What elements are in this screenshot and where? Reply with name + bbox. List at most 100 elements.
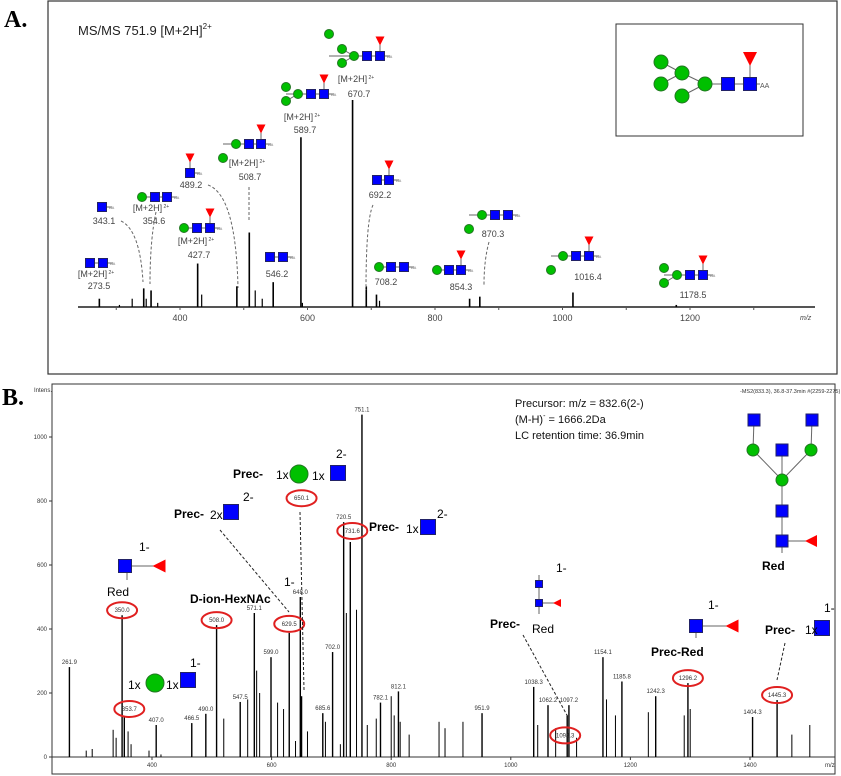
aa-label: AA [331,92,337,97]
ion-label: [M+2H] 2+ [229,158,265,168]
peak-label: 599.0 [263,650,279,656]
peak-label: 692.2 [369,190,392,200]
peak-label: 508.7 [239,172,262,182]
hexnac-square-icon [775,504,789,518]
hexnac-square-icon [503,210,513,220]
fragment-annotations: Red 1- D-ion-HexNAc Prec- 1x 1x 2- Prec-… [107,447,835,692]
hexnac-square-icon [743,77,757,91]
hexose-circle-icon [697,76,713,92]
peak-label: 782.1 [373,696,389,702]
peak-label: 854.3 [450,282,473,292]
hexnac-square-icon [306,89,316,99]
aa-label: AA [174,195,180,200]
count-label: 1x [406,522,419,536]
peak-label: 508.0 [209,618,225,624]
hexose-circle-icon [179,223,189,233]
peak-label: 1094.3 [556,733,575,739]
hexnac-square-icon [85,258,95,268]
hexnac-square-icon [685,270,695,280]
hexose-circle-icon [674,88,690,104]
peak-label: 1154.1 [594,650,613,656]
highlight-circle [761,686,794,705]
fucose-triangle-icon [319,74,329,84]
panel-a-x-axis: 400 600 800 1000 1200 m/z [78,306,815,323]
charge-label: 1- [139,540,150,554]
aa-label: AA [515,213,521,218]
precursor-mass: (M-H)- = 1666.2Da [515,413,607,426]
hexnac-square-icon [399,262,409,272]
hexose-circle-icon [804,443,818,457]
leader-line [483,241,490,286]
highlight-circle [200,611,233,630]
hexnac-square-icon [775,443,789,457]
panel-a-letter: A. [4,7,27,33]
prec-label: Prec- [369,520,399,534]
hexnac-square-icon [747,413,761,427]
hexnac-square-icon [375,51,385,61]
charge-label: 1- [190,656,201,670]
fucose-triangle-icon [205,208,215,218]
highlight-circle [671,669,704,688]
hexnac-square-icon [256,139,266,149]
peak-label: 1062.2 [539,698,558,704]
fucose-triangle-icon [456,250,466,260]
y-tick-label: 1000 [34,435,48,441]
panel-b-peak-labels: 261.9 350.0 353.7 407.0 466.5 490.0 508.0 547.5… [62,408,794,745]
fucose-triangle-icon [584,236,594,246]
peak-label: 670.7 [348,89,371,99]
peak-label: 354.6 [143,216,166,226]
y-tick-label: 400 [37,627,48,633]
hexnac-square-icon [330,465,346,481]
hexnac-square-icon [805,413,819,427]
leader-line [522,634,569,718]
leader-line [149,211,157,285]
peak-label: 547.5 [233,695,249,701]
hexose-circle-icon [558,251,568,261]
panel-a-peaks [98,100,678,307]
hexose-circle-icon [349,51,359,61]
hexose-circle-icon [137,192,147,202]
prec-label: Prec- [174,507,204,521]
hexnac-square-icon [97,202,107,212]
ion-label: [M+2H] 2+ [78,269,114,279]
fucose-triangle-icon [384,160,394,170]
aa-label: AA [109,205,115,210]
panel-a-peak-labels: 273.5 [M+2H] 2+ 343.1 354.6 [M+2H] 2+ 427.7 [M… [78,74,707,300]
fucose-triangle-icon [375,36,385,46]
hexose-circle-icon [477,210,487,220]
hexose-circle-icon [145,673,165,693]
aa-label: AA [710,273,716,278]
charge-label: 1- [284,575,295,589]
inset-structure-box [615,23,804,137]
hexnac-square-icon [185,168,195,178]
peak-label: 1016.4 [574,272,602,282]
hexose-circle-icon [432,265,442,275]
highlight-circle [113,700,146,718]
ion-label: [M+2H] 2+ [133,203,169,213]
aa-label: AA [268,142,274,147]
x-tick-label: 800 [427,313,442,323]
count-label: 2x [210,508,223,522]
hexnac-square-icon [444,265,454,275]
highlight-circle [106,601,139,620]
aa-label: AA [197,171,203,176]
leader-line [365,204,374,291]
count-label: 1x [312,469,325,483]
count-label: 1x [805,623,818,637]
panel-b-glycan-cartoons [118,413,830,693]
x-tick-label: 1000 [504,763,518,769]
hexnac-square-icon [456,265,466,275]
peak-label: 1445.3 [768,693,787,699]
fucose-triangle-icon [152,559,166,573]
charge-label: 1- [556,561,567,575]
y-tick-label: 600 [37,563,48,569]
peak-label: 650.1 [294,496,310,502]
charge-label: 1- [824,601,835,615]
fucose-triangle-icon [725,619,739,633]
structure-red-label: Red [762,559,785,573]
peak-label: 629.5 [282,622,298,628]
hexnac-square-icon [118,559,132,573]
charge-label: 2- [336,447,347,461]
aa-label: AA [411,265,417,270]
